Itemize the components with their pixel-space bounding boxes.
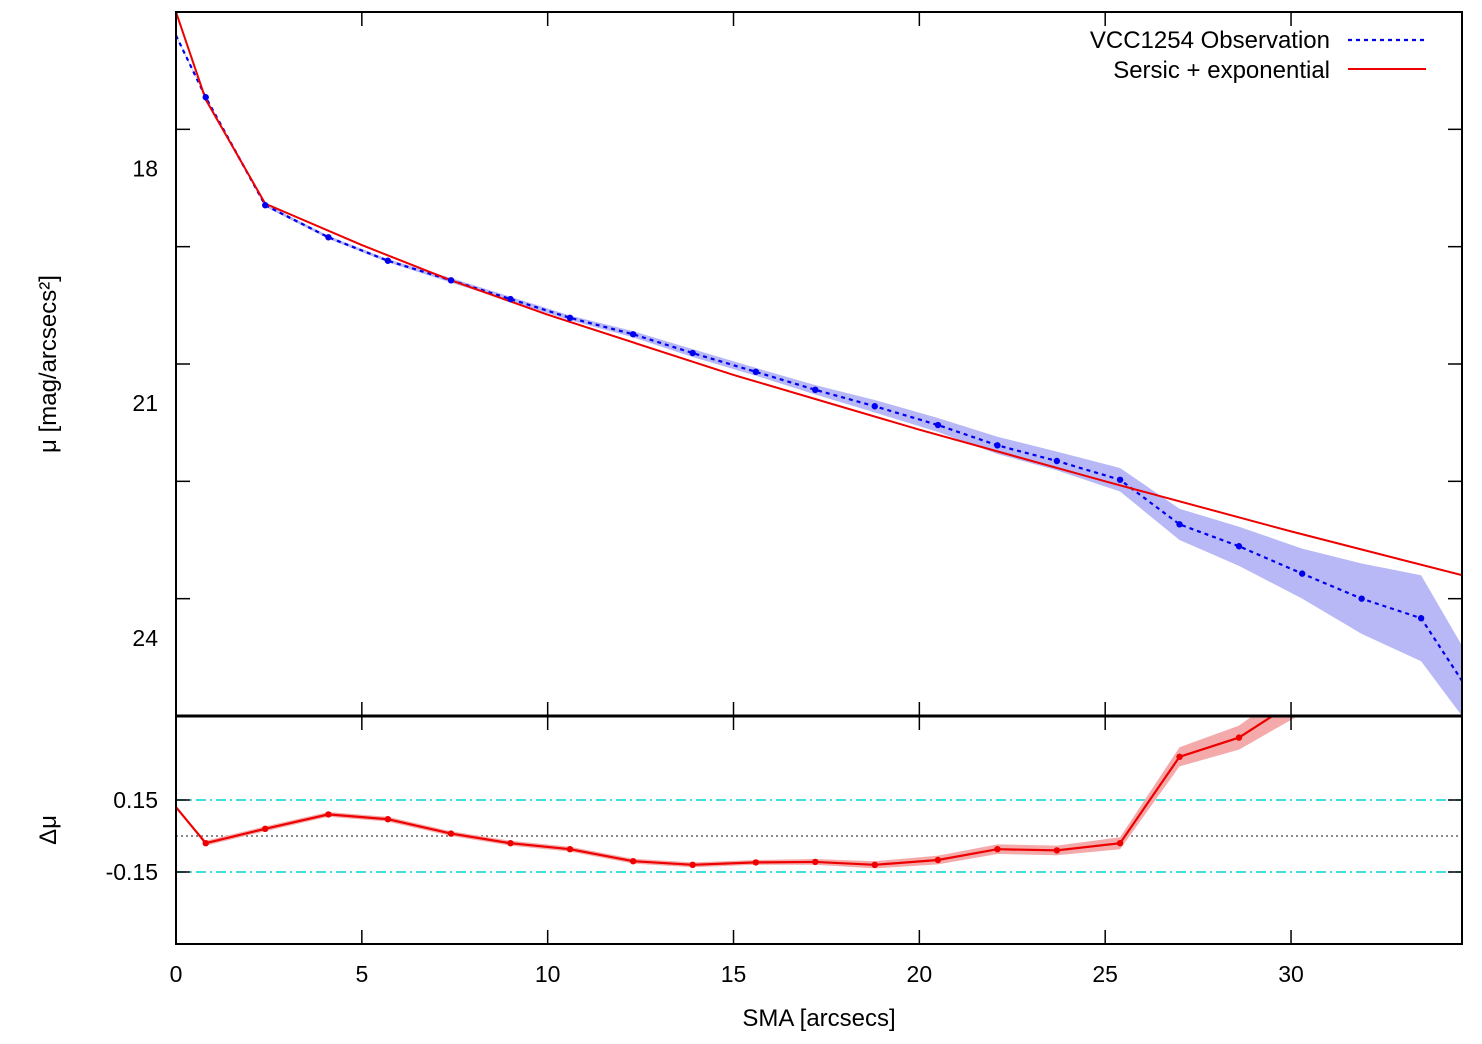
legend: VCC1254 Observation Sersic + exponential [1090,27,1426,84]
residual-point [994,846,1001,853]
x-tick-label: 10 [535,961,561,987]
top-y-tick-label: 24 [132,625,158,651]
observation-point [689,349,696,357]
model-line [176,12,1462,577]
observation-point [447,277,455,284]
bottom-residual-points [202,694,1305,868]
observation-point [566,314,574,322]
top-y-tick-label: 21 [132,390,158,416]
residual-point [507,840,514,847]
residual-point [689,861,696,868]
residual-point [871,861,878,868]
residual-point [325,811,332,818]
observation-point [752,368,760,376]
observation-point [812,386,819,394]
observation-point [1235,543,1243,550]
observation-point [994,442,1001,449]
x-tick-label: 0 [170,961,183,987]
observation-point [1116,476,1124,483]
bottom-error-band [176,716,1298,869]
observation-point [507,295,514,303]
bottom-y-tick-label: 0.15 [113,787,158,813]
observation-point [1176,521,1183,528]
observation-line [176,34,1462,682]
observation-point [325,234,332,241]
legend-label-model: Sersic + exponential [1113,57,1330,84]
residual-point [262,825,269,832]
residual-point [447,830,455,837]
observation-point [262,202,269,209]
residual-point [566,846,574,853]
top-error-bands [176,34,1462,716]
bottom-panel-frame [175,715,1463,945]
top-y-tick-label: 18 [132,155,158,181]
top-y-axis-label: μ [mag/arcsecs²] [35,275,62,453]
bottom-y-tick-label: -0.15 [106,859,158,885]
axis-tick-labels: 0 5 10 15 20 25 30 18 21 24 0.15 -0.15 [106,155,1304,987]
observation-error-band [176,34,1462,716]
residual-line [176,716,1275,866]
residual-point [202,840,209,847]
residual-error-band [176,716,1298,869]
residual-point [934,856,942,864]
bottom-residual-line [176,716,1275,866]
top-series-lines [176,12,1462,682]
x-tick-label: 25 [1092,961,1118,987]
observation-point [384,257,392,264]
observation-point [1298,570,1306,577]
observation-point [934,421,942,429]
observation-point [629,331,637,338]
top-y-axis-label-text: μ [mag/arcsecs²] [35,275,62,453]
observation-point [871,403,878,410]
axis-ticks [175,12,1462,944]
bottom-reference-lines [176,799,1462,873]
legend-label-observation: VCC1254 Observation [1090,27,1330,54]
residual-point [1176,753,1183,760]
x-tick-label: 15 [721,961,747,987]
residual-point [629,858,637,865]
residual-point [1053,847,1061,854]
residual-point [384,816,392,823]
observation-point [1053,457,1061,465]
observation-point [202,94,209,101]
residual-point [1299,694,1305,700]
residual-point [812,858,819,866]
top-data-points [202,94,1425,622]
residual-point [1116,840,1124,847]
x-axis-label: SMA [arcsecs] [742,1005,895,1032]
top-panel-frame [175,11,1463,717]
observation-point [1417,615,1425,622]
x-tick-label: 20 [907,961,933,987]
residual-point [1235,734,1243,741]
x-tick-label: 30 [1278,961,1304,987]
x-tick-label: 5 [355,961,368,987]
residual-point [752,859,760,866]
bottom-y-axis-label: Δμ [35,815,62,845]
observation-point [1358,595,1365,602]
